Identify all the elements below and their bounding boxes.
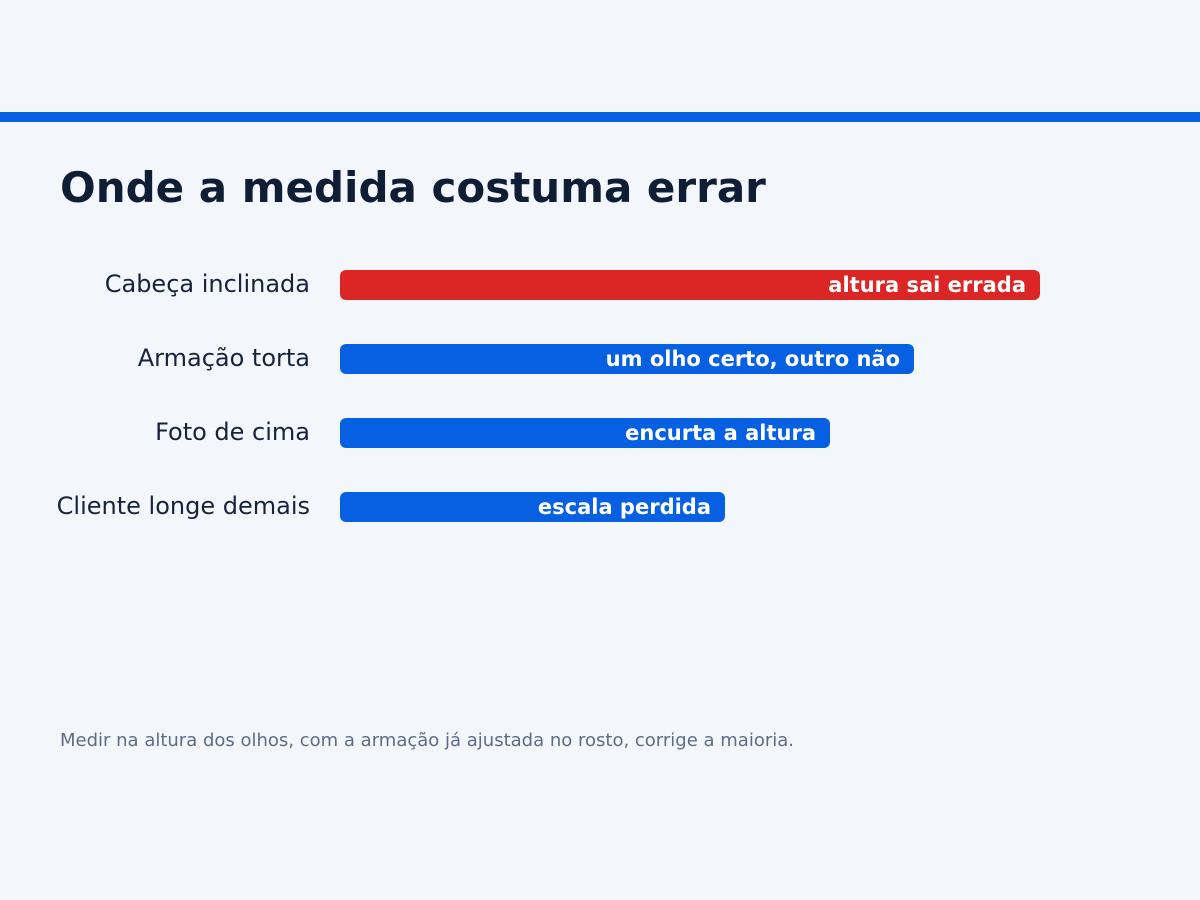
bar-label: Cabeça inclinada	[104, 270, 310, 298]
bar	[340, 344, 914, 374]
bar	[340, 270, 1040, 300]
bar-label: Cliente longe demais	[56, 492, 310, 520]
top-accent-rule	[0, 112, 1200, 122]
bar-annotation: escala perdida	[537, 495, 711, 519]
bar-label: Armação torta	[137, 344, 310, 372]
bar	[340, 492, 725, 522]
bar-annotation: encurta a altura	[625, 421, 816, 445]
bar-annotation: altura sai errada	[828, 273, 1026, 297]
page-title: Onde a medida costuma errar	[60, 163, 766, 212]
footnote: Medir na altura dos olhos, com a armação…	[60, 730, 795, 751]
bar	[340, 418, 830, 448]
bar-annotation: um olho certo, outro não	[605, 347, 900, 371]
bar-label: Foto de cima	[155, 418, 310, 446]
